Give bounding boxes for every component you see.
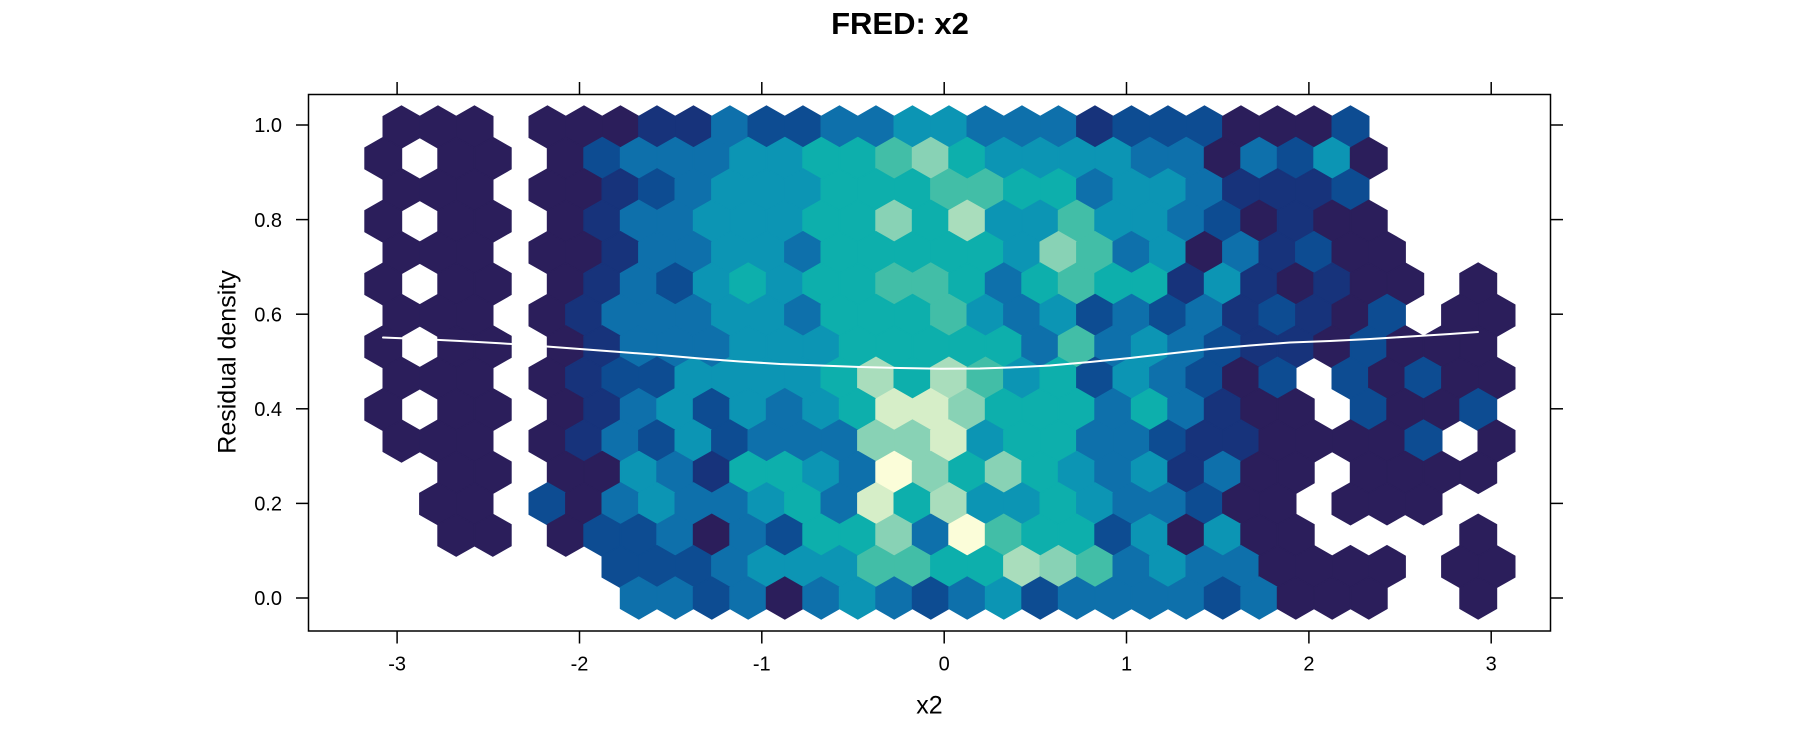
svg-text:0.8: 0.8 xyxy=(254,210,282,232)
svg-text:2: 2 xyxy=(1303,654,1314,676)
svg-text:3: 3 xyxy=(1486,654,1497,676)
svg-text:-3: -3 xyxy=(388,654,406,676)
svg-text:0.4: 0.4 xyxy=(254,399,282,421)
svg-text:0.0: 0.0 xyxy=(254,588,282,610)
svg-text:0.6: 0.6 xyxy=(254,304,282,326)
svg-text:-2: -2 xyxy=(571,654,589,676)
svg-text:1.0: 1.0 xyxy=(254,115,282,137)
svg-text:Residual density: Residual density xyxy=(214,270,242,454)
svg-text:FRED: x2: FRED: x2 xyxy=(831,6,969,41)
svg-text:1: 1 xyxy=(1121,654,1132,676)
svg-text:0.2: 0.2 xyxy=(254,494,282,516)
svg-text:x2: x2 xyxy=(916,691,942,719)
svg-text:0: 0 xyxy=(939,654,950,676)
svg-text:-1: -1 xyxy=(753,654,771,676)
